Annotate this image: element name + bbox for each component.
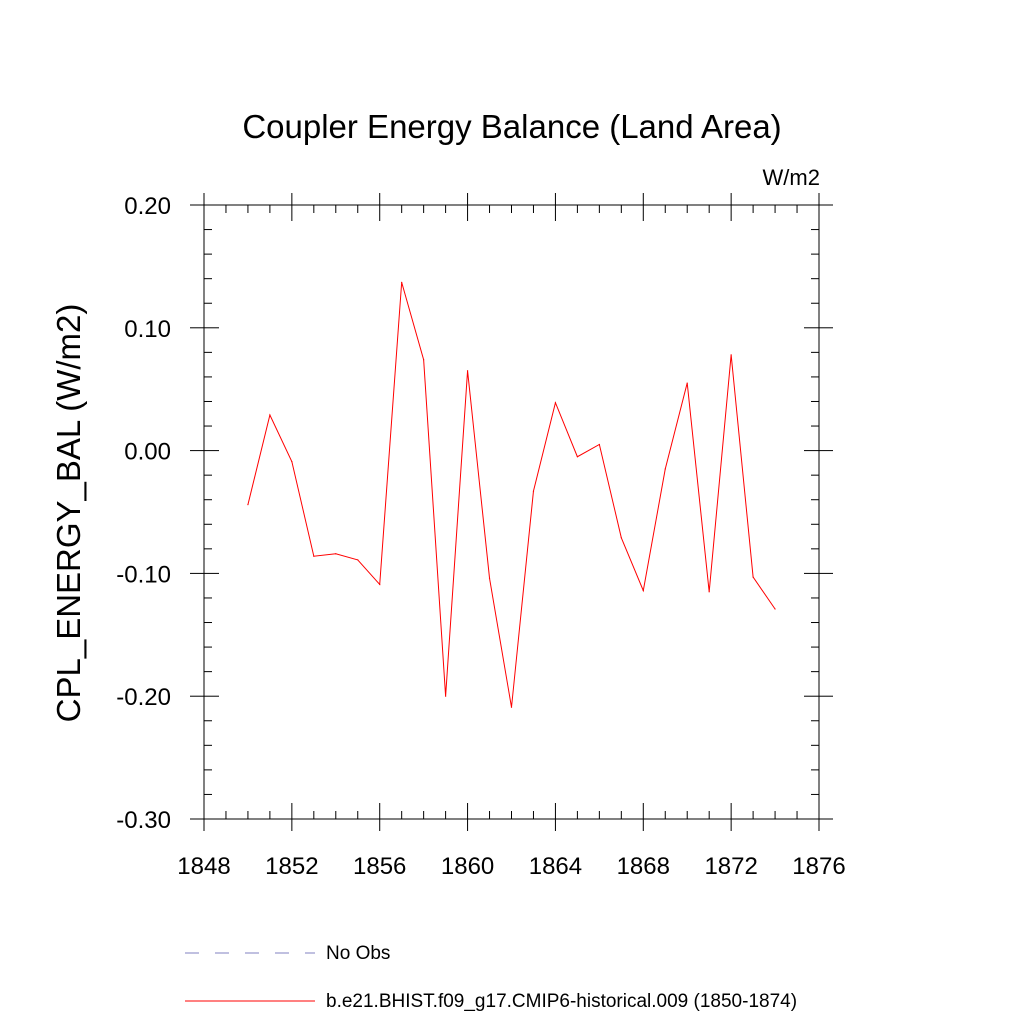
x-tick-label: 1848 xyxy=(177,853,230,880)
x-tick-label: 1872 xyxy=(704,853,757,880)
legend-label-historical: b.e21.BHIST.f09_g17.CMIP6-historical.009… xyxy=(326,991,797,1012)
y-tick-label: -0.10 xyxy=(116,561,171,588)
y-tick-label: 0.00 xyxy=(124,439,171,466)
plot-frame xyxy=(203,204,820,820)
y-axis: -0.30 -0.20 -0.10 0.00 0.10 0.20 xyxy=(116,193,833,834)
x-tick-label: 1856 xyxy=(353,853,406,880)
data-point xyxy=(752,576,754,578)
data-point xyxy=(466,370,469,372)
data-point xyxy=(445,695,447,697)
data-point xyxy=(642,589,644,592)
data-point xyxy=(708,591,710,593)
x-tick-label: 1852 xyxy=(265,853,318,880)
y-tick-label: 0.20 xyxy=(124,193,171,220)
y-tick-label: -0.30 xyxy=(116,807,171,834)
data-point xyxy=(620,537,622,539)
data-point xyxy=(247,504,249,506)
legend: No Obs b.e21.BHIST.f09_g17.CMIP6-histori… xyxy=(185,943,797,1012)
units-label: W/m2 xyxy=(763,165,820,190)
data-point xyxy=(730,354,732,356)
data-point xyxy=(532,490,535,492)
chart-title: Coupler Energy Balance (Land Area) xyxy=(242,108,781,145)
data-point xyxy=(357,559,359,561)
data-point xyxy=(335,553,337,555)
x-tick-label: 1868 xyxy=(617,853,670,880)
series-line-historical xyxy=(247,282,776,708)
data-point xyxy=(488,577,491,579)
y-tick-label: 0.10 xyxy=(124,316,171,343)
x-tick-label: 1864 xyxy=(529,853,582,880)
data-point xyxy=(686,382,688,384)
data-point xyxy=(598,443,600,446)
data-point xyxy=(423,359,425,361)
y-tick-label: -0.20 xyxy=(116,684,171,711)
data-point xyxy=(510,706,513,708)
data-point xyxy=(313,555,315,557)
data-point xyxy=(554,402,557,404)
x-axis: 1848 1852 1856 1860 1864 1868 1872 1876 xyxy=(177,193,846,880)
data-point xyxy=(291,461,293,463)
data-point xyxy=(379,583,381,586)
data-point xyxy=(664,468,666,470)
legend-label-no-obs: No Obs xyxy=(326,943,390,964)
data-point xyxy=(774,608,776,610)
data-point xyxy=(401,281,403,283)
data-point xyxy=(576,456,578,458)
plot-area xyxy=(247,281,776,708)
x-tick-label: 1876 xyxy=(792,853,845,880)
y-axis-label: CPL_ENERGY_BAL (W/m2) xyxy=(50,304,87,723)
x-tick-label: 1860 xyxy=(441,853,494,880)
data-point xyxy=(269,414,271,416)
